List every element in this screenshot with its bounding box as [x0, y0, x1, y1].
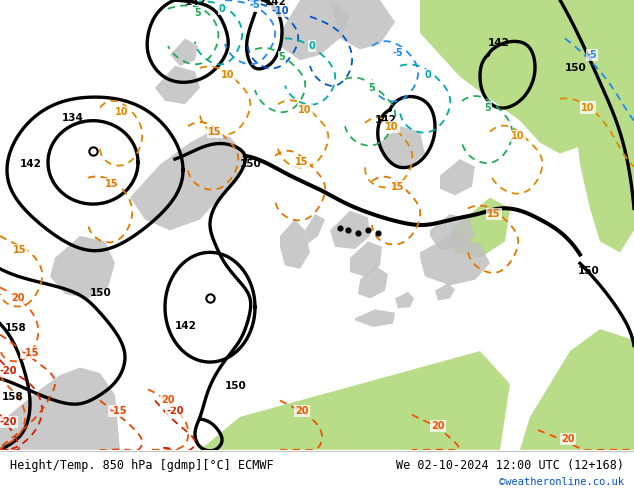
Text: 15: 15 [488, 209, 501, 219]
Point [363, 226, 373, 234]
Polygon shape [420, 236, 490, 285]
Polygon shape [420, 0, 634, 153]
Text: 142: 142 [375, 115, 397, 125]
Text: 150: 150 [578, 266, 600, 276]
Text: 142: 142 [175, 321, 197, 331]
Text: 142: 142 [488, 38, 510, 48]
Text: 10: 10 [385, 122, 399, 132]
Polygon shape [305, 214, 325, 244]
Text: 0: 0 [219, 4, 225, 14]
Text: -5: -5 [586, 50, 597, 60]
Polygon shape [170, 38, 198, 66]
Text: 142: 142 [20, 159, 42, 169]
Polygon shape [130, 132, 245, 230]
Polygon shape [440, 159, 475, 196]
Text: -20: -20 [0, 366, 16, 376]
Polygon shape [200, 351, 510, 450]
Text: 20: 20 [431, 421, 444, 431]
Text: 10: 10 [221, 70, 235, 79]
Text: 5: 5 [278, 52, 285, 62]
Polygon shape [358, 266, 388, 298]
Polygon shape [330, 0, 395, 49]
Text: 20: 20 [11, 294, 25, 303]
Text: -10: -10 [271, 6, 288, 16]
Text: 158: 158 [5, 323, 27, 333]
Text: 10: 10 [511, 131, 525, 141]
Text: 20: 20 [161, 395, 175, 405]
Polygon shape [350, 242, 382, 276]
Text: 10: 10 [115, 107, 129, 117]
Text: 15: 15 [105, 179, 119, 189]
Text: -20: -20 [166, 406, 184, 416]
Text: -5: -5 [392, 48, 403, 58]
Text: Height/Temp. 850 hPa [gdmp][°C] ECMWF: Height/Temp. 850 hPa [gdmp][°C] ECMWF [10, 460, 273, 472]
Polygon shape [575, 0, 634, 252]
Text: -5: -5 [250, 0, 261, 10]
Polygon shape [280, 220, 310, 269]
Polygon shape [450, 197, 510, 258]
Text: 150: 150 [240, 159, 262, 169]
Polygon shape [0, 368, 120, 450]
Text: 150: 150 [225, 382, 247, 392]
Text: 10: 10 [298, 105, 312, 115]
Text: 15: 15 [13, 245, 27, 255]
Text: ©weatheronline.co.uk: ©weatheronline.co.uk [500, 477, 624, 487]
Polygon shape [155, 66, 200, 104]
Polygon shape [50, 236, 115, 298]
Text: 5: 5 [368, 83, 375, 93]
Text: -20: -20 [0, 417, 16, 427]
Text: 150: 150 [90, 288, 112, 298]
Text: 158: 158 [2, 392, 23, 402]
Text: 134: 134 [62, 113, 84, 122]
Point [343, 226, 353, 234]
Text: 15: 15 [391, 181, 404, 192]
Text: -15: -15 [22, 348, 39, 358]
Text: 0: 0 [425, 70, 431, 79]
Text: 0: 0 [309, 41, 315, 51]
Text: 150: 150 [565, 63, 586, 74]
Text: -15: -15 [109, 406, 127, 416]
Text: 15: 15 [208, 126, 222, 137]
Point [335, 224, 345, 232]
Text: 5: 5 [484, 102, 491, 113]
Polygon shape [395, 292, 414, 308]
Polygon shape [520, 329, 634, 450]
Polygon shape [355, 309, 395, 327]
Text: 20: 20 [561, 434, 575, 444]
Text: 20: 20 [295, 406, 309, 416]
Point [373, 229, 383, 237]
Text: We 02-10-2024 12:00 UTC (12+168): We 02-10-2024 12:00 UTC (12+168) [396, 460, 624, 472]
Polygon shape [380, 126, 425, 167]
Text: 142: 142 [185, 0, 207, 7]
Text: 10: 10 [581, 102, 595, 113]
Point [353, 229, 363, 237]
Polygon shape [280, 0, 350, 60]
Polygon shape [435, 283, 455, 300]
Text: 5: 5 [195, 8, 202, 18]
Text: 142: 142 [265, 0, 287, 7]
Polygon shape [430, 214, 475, 250]
Text: 15: 15 [295, 157, 309, 168]
Polygon shape [330, 211, 370, 249]
